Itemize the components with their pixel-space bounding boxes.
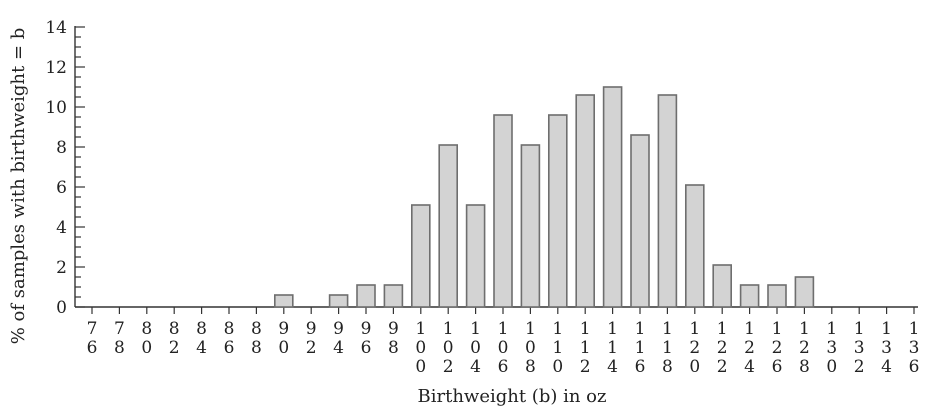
bar-96 [356, 284, 376, 308]
bar-116 [630, 134, 650, 308]
y-axis [74, 26, 85, 308]
bar-128 [794, 276, 815, 308]
bar-104 [465, 204, 486, 308]
bar-94 [328, 294, 349, 308]
y-tick-label: 6 [56, 178, 67, 198]
x-axis-label: Birthweight (b) in oz [418, 386, 607, 407]
bar-102 [438, 144, 459, 308]
bar-110 [547, 114, 568, 308]
y-tick-labels: 0 2 4 6 8 10 12 14 [45, 18, 67, 318]
bar-114 [602, 86, 623, 308]
bar-98 [383, 284, 404, 308]
y-tick-label: 14 [45, 18, 67, 38]
bar-124 [739, 284, 760, 308]
y-tick-label: 0 [56, 298, 67, 318]
y-tick-label: 2 [56, 258, 67, 278]
y-tick-label: 4 [56, 218, 67, 238]
bar-120 [684, 184, 705, 308]
bar-126 [767, 284, 787, 308]
x-tick-labels: 7 6 7 8 8 0 8 2 8 4 8 6 8 8 9 0 9 2 9 4 9 6 9 8 1 0 0 1 0 2 1 0 4 1 0 6 1 0 8 1… [87, 319, 920, 377]
bar-108 [520, 144, 541, 308]
bar-122 [712, 264, 733, 308]
x-axis [75, 306, 918, 314]
bar-100 [410, 204, 431, 308]
y-tick-label: 8 [56, 138, 67, 158]
bar-112 [575, 94, 596, 308]
y-tick-label: 12 [45, 58, 67, 78]
bar-118 [657, 94, 678, 308]
bar-106 [493, 114, 513, 308]
y-tick-label: 10 [45, 98, 67, 118]
y-axis-label: % of samples with birthweight = b [8, 28, 29, 345]
bar-90 [273, 294, 294, 308]
bars [273, 86, 815, 308]
